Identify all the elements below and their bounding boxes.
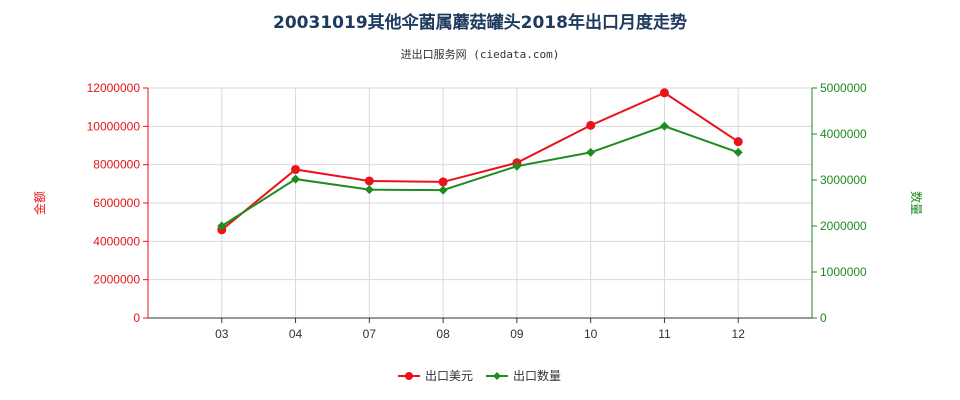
left-tick-label: 8000000 xyxy=(93,158,140,172)
quantity-point xyxy=(364,185,374,195)
legend-label: 出口数量 xyxy=(513,368,561,383)
right-tick-label: 1000000 xyxy=(820,265,867,279)
amount-point xyxy=(586,120,596,130)
left-tick-label: 10000000 xyxy=(87,119,141,133)
left-tick-label: 4000000 xyxy=(93,234,140,248)
legend-label: 出口美元 xyxy=(425,369,473,383)
right-axis-ticks: 0 1000000 2000000 3000000 4000000 5000000 xyxy=(812,81,867,325)
quantity-point xyxy=(659,121,669,131)
left-tick-label: 2000000 xyxy=(93,273,140,287)
amount-point xyxy=(438,177,448,187)
quantity-point xyxy=(217,221,227,231)
quantity-point xyxy=(438,185,448,195)
quantity-point xyxy=(733,147,743,157)
legend-swatch-marker xyxy=(405,372,413,380)
right-tick-label: 5000000 xyxy=(820,81,867,95)
series-line-quantity xyxy=(221,125,739,227)
x-tick-label: 04 xyxy=(289,327,303,341)
x-tick-label: 10 xyxy=(584,327,598,341)
left-axis-title: 金额 xyxy=(32,191,47,215)
amount-point xyxy=(364,176,374,186)
x-tick-label: 11 xyxy=(658,327,671,341)
right-tick-label: 0 xyxy=(820,311,827,325)
x-tick-label: 09 xyxy=(510,327,524,341)
amount-point xyxy=(291,164,301,174)
left-tick-label: 6000000 xyxy=(93,196,140,210)
legend: 出口美元 出口数量 xyxy=(398,368,561,383)
amount-point xyxy=(659,88,669,98)
quantity-point xyxy=(586,147,596,157)
series-line-amount xyxy=(221,91,739,231)
left-axis-ticks: 0 2000000 4000000 6000000 8000000 10000000 120… xyxy=(87,81,148,325)
x-tick-label: 12 xyxy=(732,327,746,341)
chart-subtitle: 进出口服务网 (ciedata.com) xyxy=(400,48,560,61)
right-tick-label: 3000000 xyxy=(820,173,867,187)
right-tick-label: 4000000 xyxy=(820,127,867,141)
grid-lines xyxy=(147,87,813,318)
left-tick-label: 12000000 xyxy=(87,81,141,95)
quantity-point xyxy=(512,161,522,171)
x-tick-label: 07 xyxy=(363,327,377,341)
series-layer xyxy=(217,88,743,235)
right-axis-title: 数量 xyxy=(909,191,924,215)
quantity-point xyxy=(291,174,301,184)
right-tick-label: 2000000 xyxy=(820,219,867,233)
x-tick-label: 08 xyxy=(436,327,450,341)
amount-point xyxy=(733,137,743,147)
x-tick-label: 03 xyxy=(215,327,229,341)
legend-swatch-marker xyxy=(493,372,501,380)
left-tick-label: 0 xyxy=(133,311,140,325)
x-axis-ticks: 03 04 07 08 09 10 11 12 xyxy=(215,318,745,341)
chart-title: 20031019其他伞菌属蘑菇罐头2018年出口月度走势 xyxy=(273,13,687,33)
